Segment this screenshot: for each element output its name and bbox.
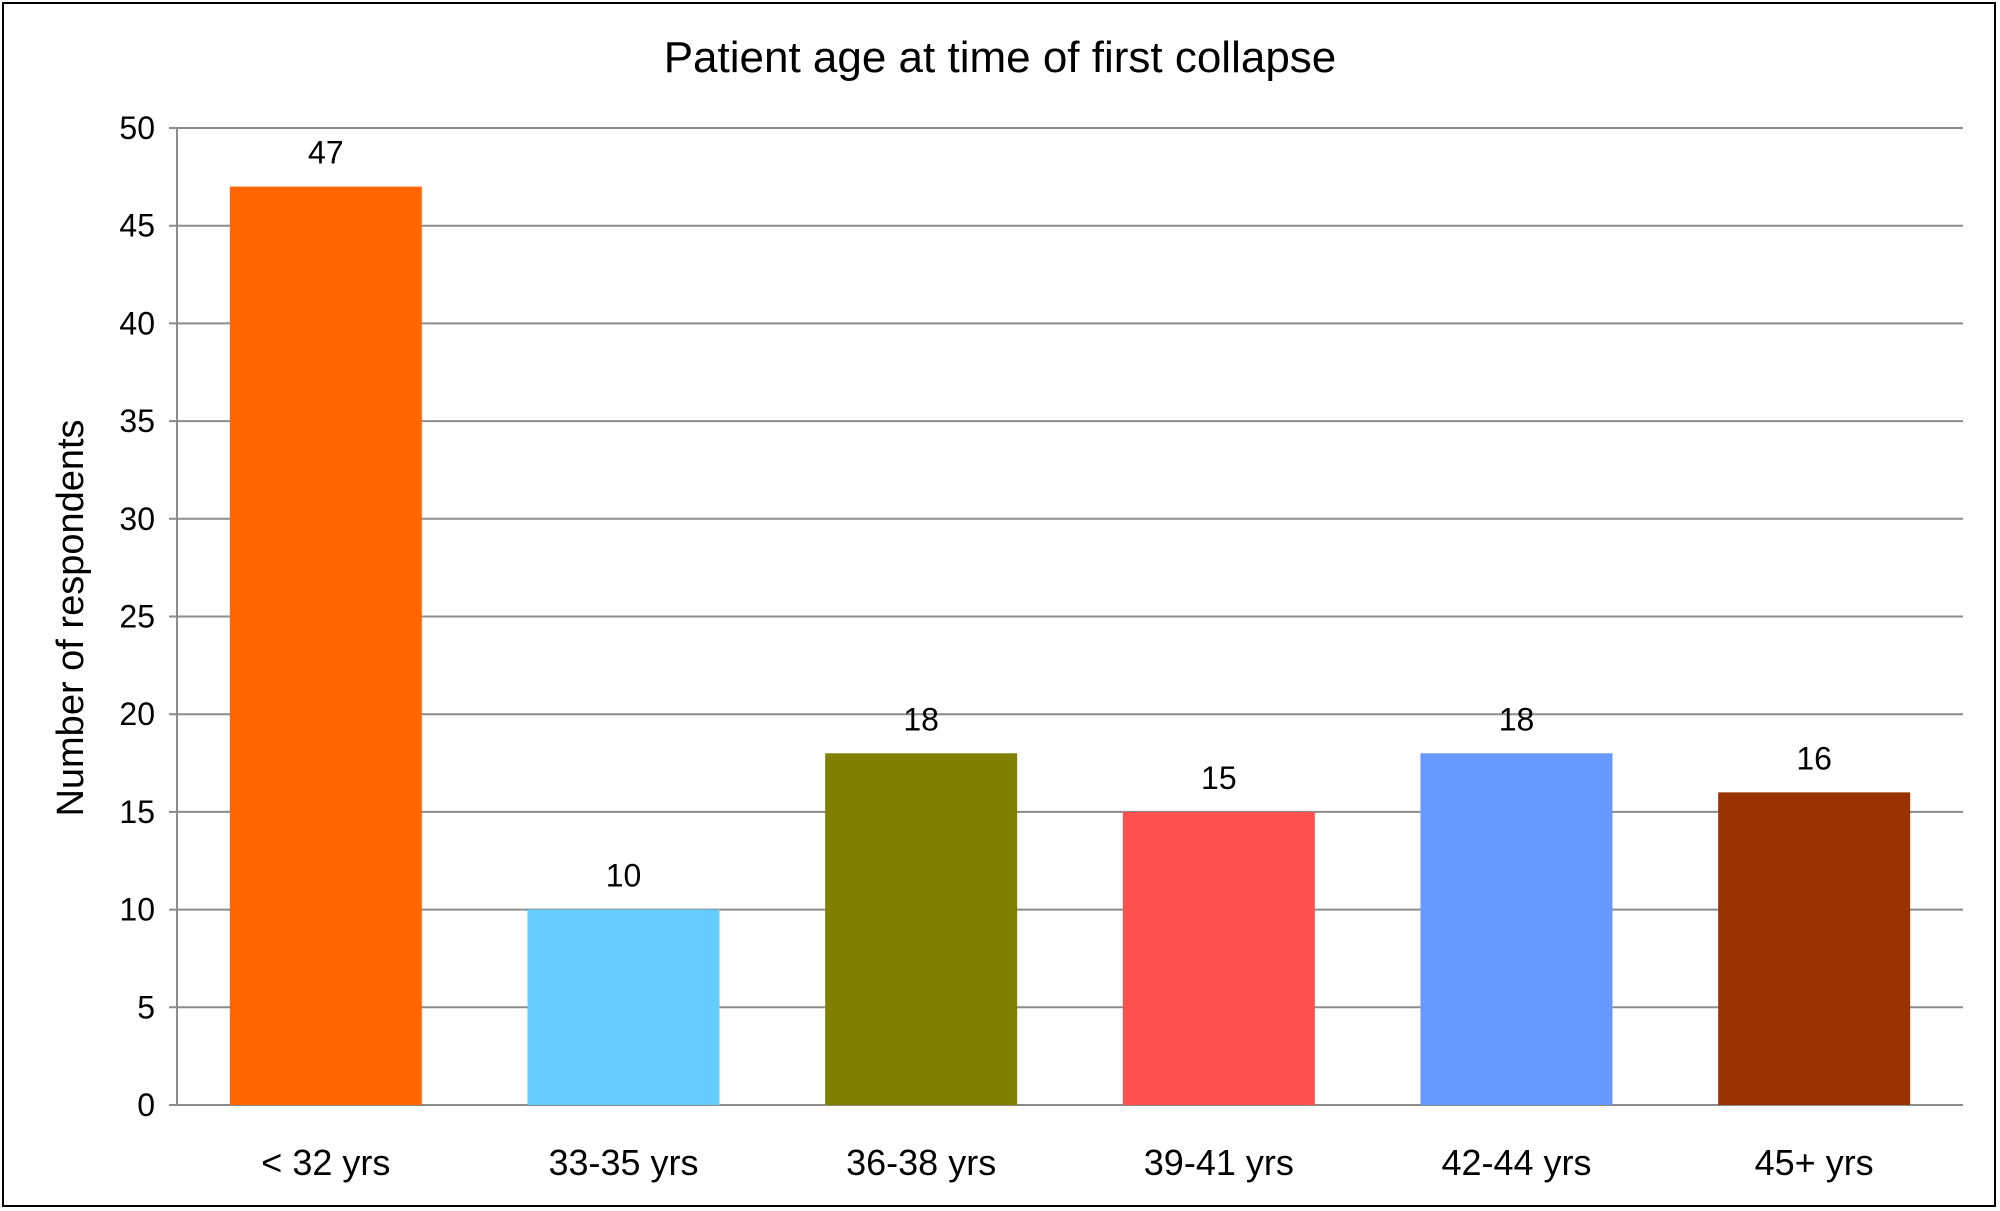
y-tick-label: 25 [119,599,155,635]
bar-6 [1718,792,1911,1105]
y-axis-title: Number of respondents [50,419,92,816]
data-labels: 47 10 18 15 18 16 [308,135,1832,894]
category-label-4: 39-41 yrs [1144,1142,1294,1183]
y-axis-ticks: 0 5 10 15 20 25 30 35 40 45 50 [119,110,155,1123]
chart-title: Patient age at time of first collapse [664,33,1337,82]
data-label-4: 15 [1201,760,1237,796]
bar-4 [1122,811,1315,1105]
gridlines [169,127,1963,1106]
x-axis-categories: < 32 yrs 33-35 yrs 36-38 yrs 39-41 yrs 42-44… [261,1142,1873,1183]
y-tick-label: 5 [137,989,155,1025]
y-tick-label: 0 [137,1087,155,1123]
category-label-3: 36-38 yrs [846,1142,996,1183]
y-tick-label: 30 [119,501,155,537]
category-label-1: < 32 yrs [261,1142,390,1183]
y-tick-label: 10 [119,892,155,928]
data-label-1: 47 [308,135,344,171]
bars [229,186,1911,1105]
y-tick-label: 50 [119,110,155,146]
category-label-5: 42-44 yrs [1441,1142,1591,1183]
data-label-5: 18 [1499,701,1535,737]
data-label-2: 10 [606,858,642,894]
bar-5 [1420,753,1613,1105]
bar-3 [825,753,1018,1105]
y-tick-label: 45 [119,208,155,244]
bar-2 [527,909,720,1105]
data-label-6: 16 [1796,740,1832,776]
bar-1 [229,186,422,1105]
y-tick-label: 40 [119,305,155,341]
category-label-2: 33-35 yrs [548,1142,698,1183]
data-label-3: 18 [903,701,939,737]
y-tick-label: 15 [119,794,155,830]
y-tick-label: 35 [119,403,155,439]
category-label-6: 45+ yrs [1755,1142,1874,1183]
y-tick-label: 20 [119,696,155,732]
